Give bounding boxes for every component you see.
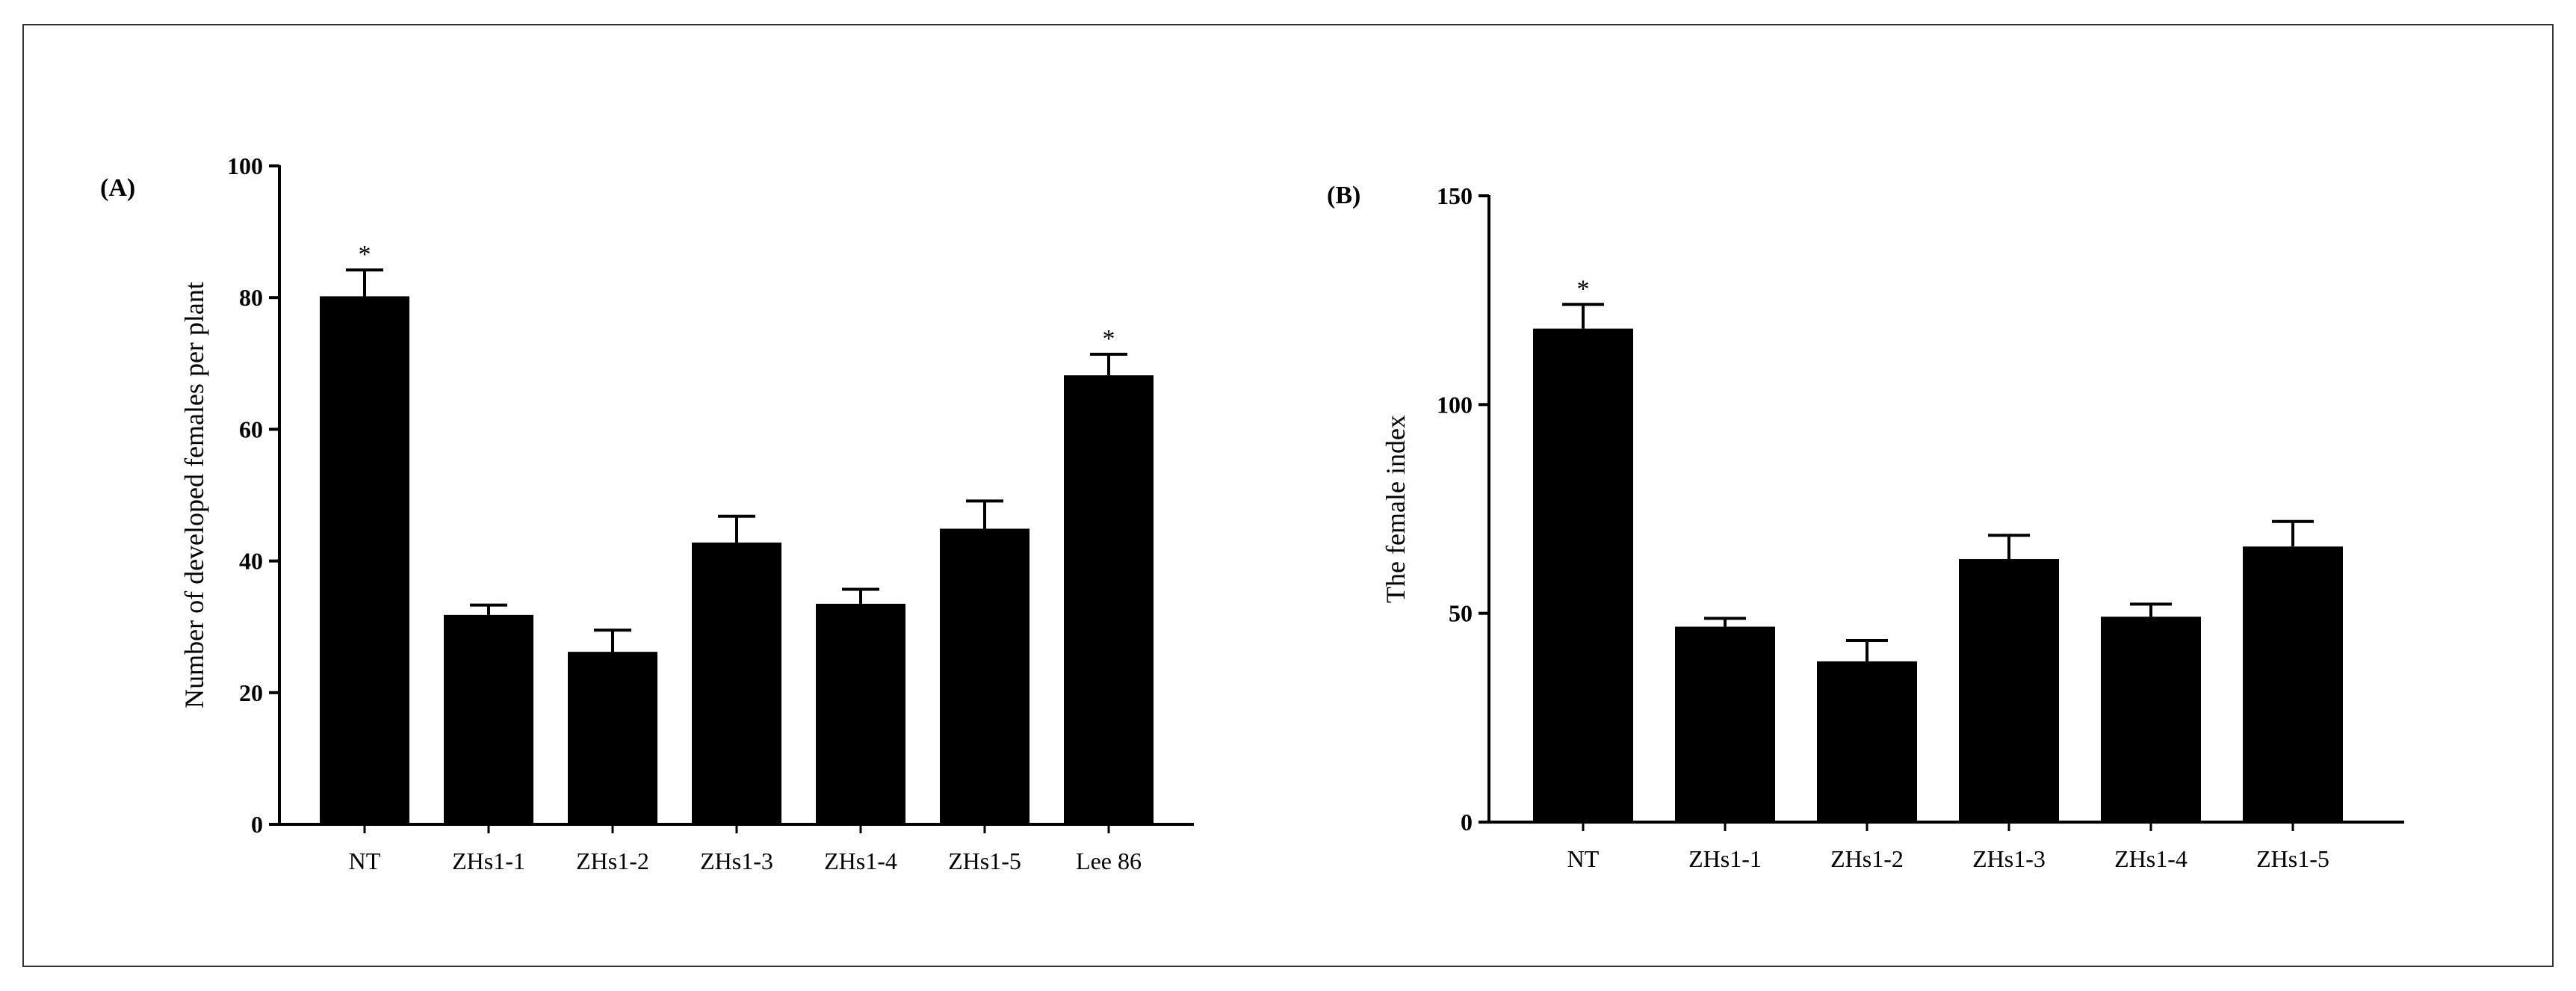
x-tick-label: ZHs1-3 [700,848,773,874]
bar [2243,546,2343,822]
figure-frame [22,24,2554,967]
x-tick-label: NT [349,848,381,874]
bar [1675,626,1775,822]
y-axis-title: Number of developed females per plant [179,282,209,708]
y-tick-label: 60 [239,416,263,442]
significance-star: * [359,241,371,268]
x-tick-label: ZHs1-1 [452,848,525,874]
bar [816,603,905,824]
panel-label: (A) [100,174,135,202]
x-tick-label: ZHs1-2 [576,848,649,874]
bar [444,614,533,824]
x-tick-label: Lee 86 [1076,848,1142,874]
y-tick-label: 100 [227,152,263,179]
y-tick-label: 50 [1449,600,1473,627]
x-tick-label: ZHs1-5 [948,848,1021,874]
x-tick-label: ZHs1-4 [824,848,897,874]
x-tick-label: ZHs1-3 [1972,845,2046,872]
bar [1064,375,1154,825]
y-tick-label: 0 [251,811,263,838]
bar [692,542,781,824]
significance-star: * [1103,325,1115,353]
x-tick-label: NT [1567,845,1600,872]
bar [1817,661,1917,822]
panel-label: (B) [1327,182,1360,209]
y-tick-label: 0 [1461,809,1473,836]
x-tick-label: ZHs1-1 [1688,845,1762,872]
bar [568,652,657,824]
y-tick-label: 100 [1437,391,1473,418]
x-tick-label: ZHs1-2 [1830,845,1904,872]
y-axis-title: The female index [1381,415,1411,603]
x-tick-label: ZHs1-4 [2114,845,2188,872]
y-tick-label: 20 [239,679,263,706]
significance-star: * [1577,275,1590,303]
y-tick-label: 80 [239,284,263,311]
chart-panel-b: (B) 0 50 100 150 The female index NT * ZHs1-1 ZHs… [1327,182,2404,872]
bar [1959,559,2059,822]
y-tick-label: 150 [1437,182,1473,209]
y-tick-label: 40 [239,548,263,575]
bar [1533,328,1633,822]
chart-panel-a: (A) 0 20 40 60 80 100 Number of developed femal… [100,152,1194,874]
bar [940,528,1030,824]
bar [320,296,409,824]
x-tick-label: ZHs1-5 [2256,845,2329,872]
bar [2101,617,2201,822]
